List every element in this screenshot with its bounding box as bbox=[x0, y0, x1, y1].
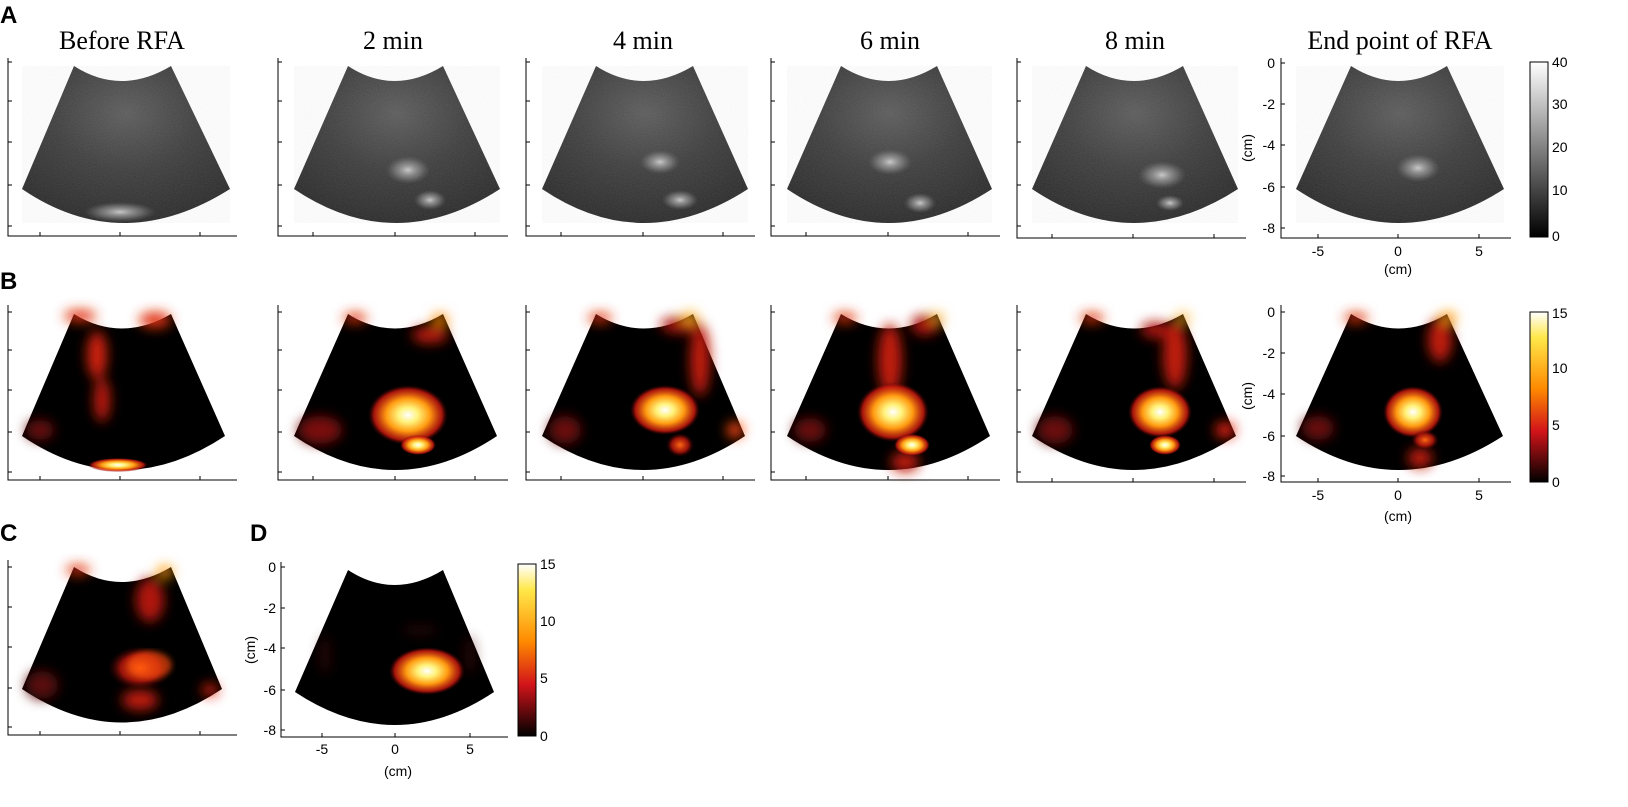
y-tick-label: -6 bbox=[1263, 428, 1276, 444]
panel-d-simulation bbox=[295, 570, 494, 725]
row-b-heatmaps bbox=[22, 310, 1503, 472]
colorbar-tick: 10 bbox=[540, 613, 556, 629]
y-tick-label: -8 bbox=[1263, 468, 1276, 484]
y-tick-label: -4 bbox=[1263, 137, 1276, 153]
colorbar-tick: 15 bbox=[1552, 305, 1568, 321]
fan-b-6-min bbox=[787, 313, 990, 472]
y-tick-label: -2 bbox=[1263, 96, 1276, 112]
colorbar-tick: 15 bbox=[540, 556, 556, 572]
y-tick-label: -4 bbox=[264, 640, 277, 656]
y-tick-label: 0 bbox=[1267, 55, 1275, 71]
colorbar-tick: 0 bbox=[1552, 474, 1560, 490]
y-tick-label: 0 bbox=[1267, 304, 1275, 320]
column-title-6-min: 6 min bbox=[860, 26, 920, 55]
fan-a-before-rfa bbox=[22, 66, 230, 223]
fan-b-8-min bbox=[1032, 313, 1236, 470]
colorbar-tick: 0 bbox=[540, 728, 548, 744]
y-axis-label-d: (cm) bbox=[242, 636, 258, 664]
x-tick-label: 0 bbox=[1394, 487, 1402, 503]
fan-a-6-min bbox=[787, 66, 992, 223]
axis-frames bbox=[7, 58, 1511, 738]
panel-label-d: D bbox=[250, 520, 268, 547]
y-tick-label: -8 bbox=[1263, 220, 1276, 236]
y-tick-label: 0 bbox=[268, 559, 276, 575]
y-tick-labels-a: 0 -2 -4 -6 -8 bbox=[1263, 55, 1276, 236]
y-tick-label: -2 bbox=[264, 600, 277, 616]
fan-b-end-point bbox=[1296, 312, 1503, 470]
row-a-ultrasound bbox=[22, 66, 1504, 223]
fan-b-before-rfa bbox=[22, 310, 225, 472]
colorbar-tick: 30 bbox=[1552, 96, 1568, 112]
x-tick-label: 5 bbox=[1475, 487, 1483, 503]
panel-label-a: A bbox=[0, 2, 18, 29]
x-tick-label: 5 bbox=[466, 741, 474, 757]
y-tick-label: -6 bbox=[264, 682, 277, 698]
colorbar-heat-b-ticks: 15 10 5 0 bbox=[1552, 305, 1568, 490]
colorbar-heat-d-ticks: 15 10 5 0 bbox=[540, 556, 556, 744]
fan-b-4-min bbox=[542, 312, 745, 470]
fan-a-end-point bbox=[1296, 66, 1504, 223]
colorbar-heat-d bbox=[517, 563, 537, 737]
colorbar-tick: 5 bbox=[1552, 417, 1560, 433]
colorbar-grayscale-ticks: 40 30 20 10 0 bbox=[1552, 54, 1568, 244]
panel-label-c: C bbox=[0, 520, 18, 547]
column-title-8-min: 8 min bbox=[1105, 26, 1165, 55]
x-tick-labels-a: -5 0 5 bbox=[1312, 243, 1483, 259]
x-tick-label: -5 bbox=[316, 741, 329, 757]
y-tick-label: -6 bbox=[1263, 179, 1276, 195]
colorbar-tick: 20 bbox=[1552, 139, 1568, 155]
y-axis-label-b: (cm) bbox=[1239, 382, 1255, 410]
x-axis-label-b: (cm) bbox=[1384, 508, 1412, 524]
x-axis-label-d: (cm) bbox=[384, 763, 412, 779]
x-axis-label-a: (cm) bbox=[1384, 261, 1412, 277]
column-title-before-rfa: Before RFA bbox=[59, 26, 185, 55]
y-tick-label: -2 bbox=[1263, 345, 1276, 361]
y-tick-labels-b: 0 -2 -4 -6 -8 bbox=[1263, 304, 1276, 484]
column-title-2-min: 2 min bbox=[363, 26, 423, 55]
y-tick-label: -8 bbox=[264, 722, 277, 738]
colorbar-heat-b bbox=[1529, 311, 1549, 483]
fan-a-2-min bbox=[294, 66, 500, 223]
x-tick-label: 5 bbox=[1475, 243, 1483, 259]
panel-c-heatmap bbox=[22, 565, 222, 723]
y-axis-label-a: (cm) bbox=[1239, 134, 1255, 162]
x-tick-labels-b: -5 0 5 bbox=[1312, 487, 1483, 503]
colorbar-tick: 0 bbox=[1552, 228, 1560, 244]
fan-b-2-min bbox=[294, 313, 497, 470]
colorbar-tick: 10 bbox=[1552, 182, 1568, 198]
fan-a-8-min bbox=[1032, 66, 1238, 223]
y-tick-label: -4 bbox=[1263, 386, 1276, 402]
column-title-4-min: 4 min bbox=[613, 26, 673, 55]
x-tick-label: 0 bbox=[391, 741, 399, 757]
colorbar-tick: 5 bbox=[540, 670, 548, 686]
tick-marks bbox=[8, 61, 1480, 737]
colorbar-tick: 10 bbox=[1552, 360, 1568, 376]
x-tick-labels-d: -5 0 5 bbox=[316, 741, 474, 757]
y-tick-labels-d: 0 -2 -4 -6 -8 bbox=[264, 559, 277, 738]
x-tick-label: -5 bbox=[1312, 487, 1325, 503]
panel-label-b: B bbox=[0, 268, 18, 295]
column-title-end-point: End point of RFA bbox=[1307, 26, 1493, 55]
colorbar-grayscale bbox=[1529, 61, 1549, 238]
fan-a-4-min bbox=[542, 66, 748, 223]
x-tick-label: 0 bbox=[1394, 243, 1402, 259]
colorbar-tick: 40 bbox=[1552, 54, 1568, 70]
x-tick-label: -5 bbox=[1312, 243, 1325, 259]
